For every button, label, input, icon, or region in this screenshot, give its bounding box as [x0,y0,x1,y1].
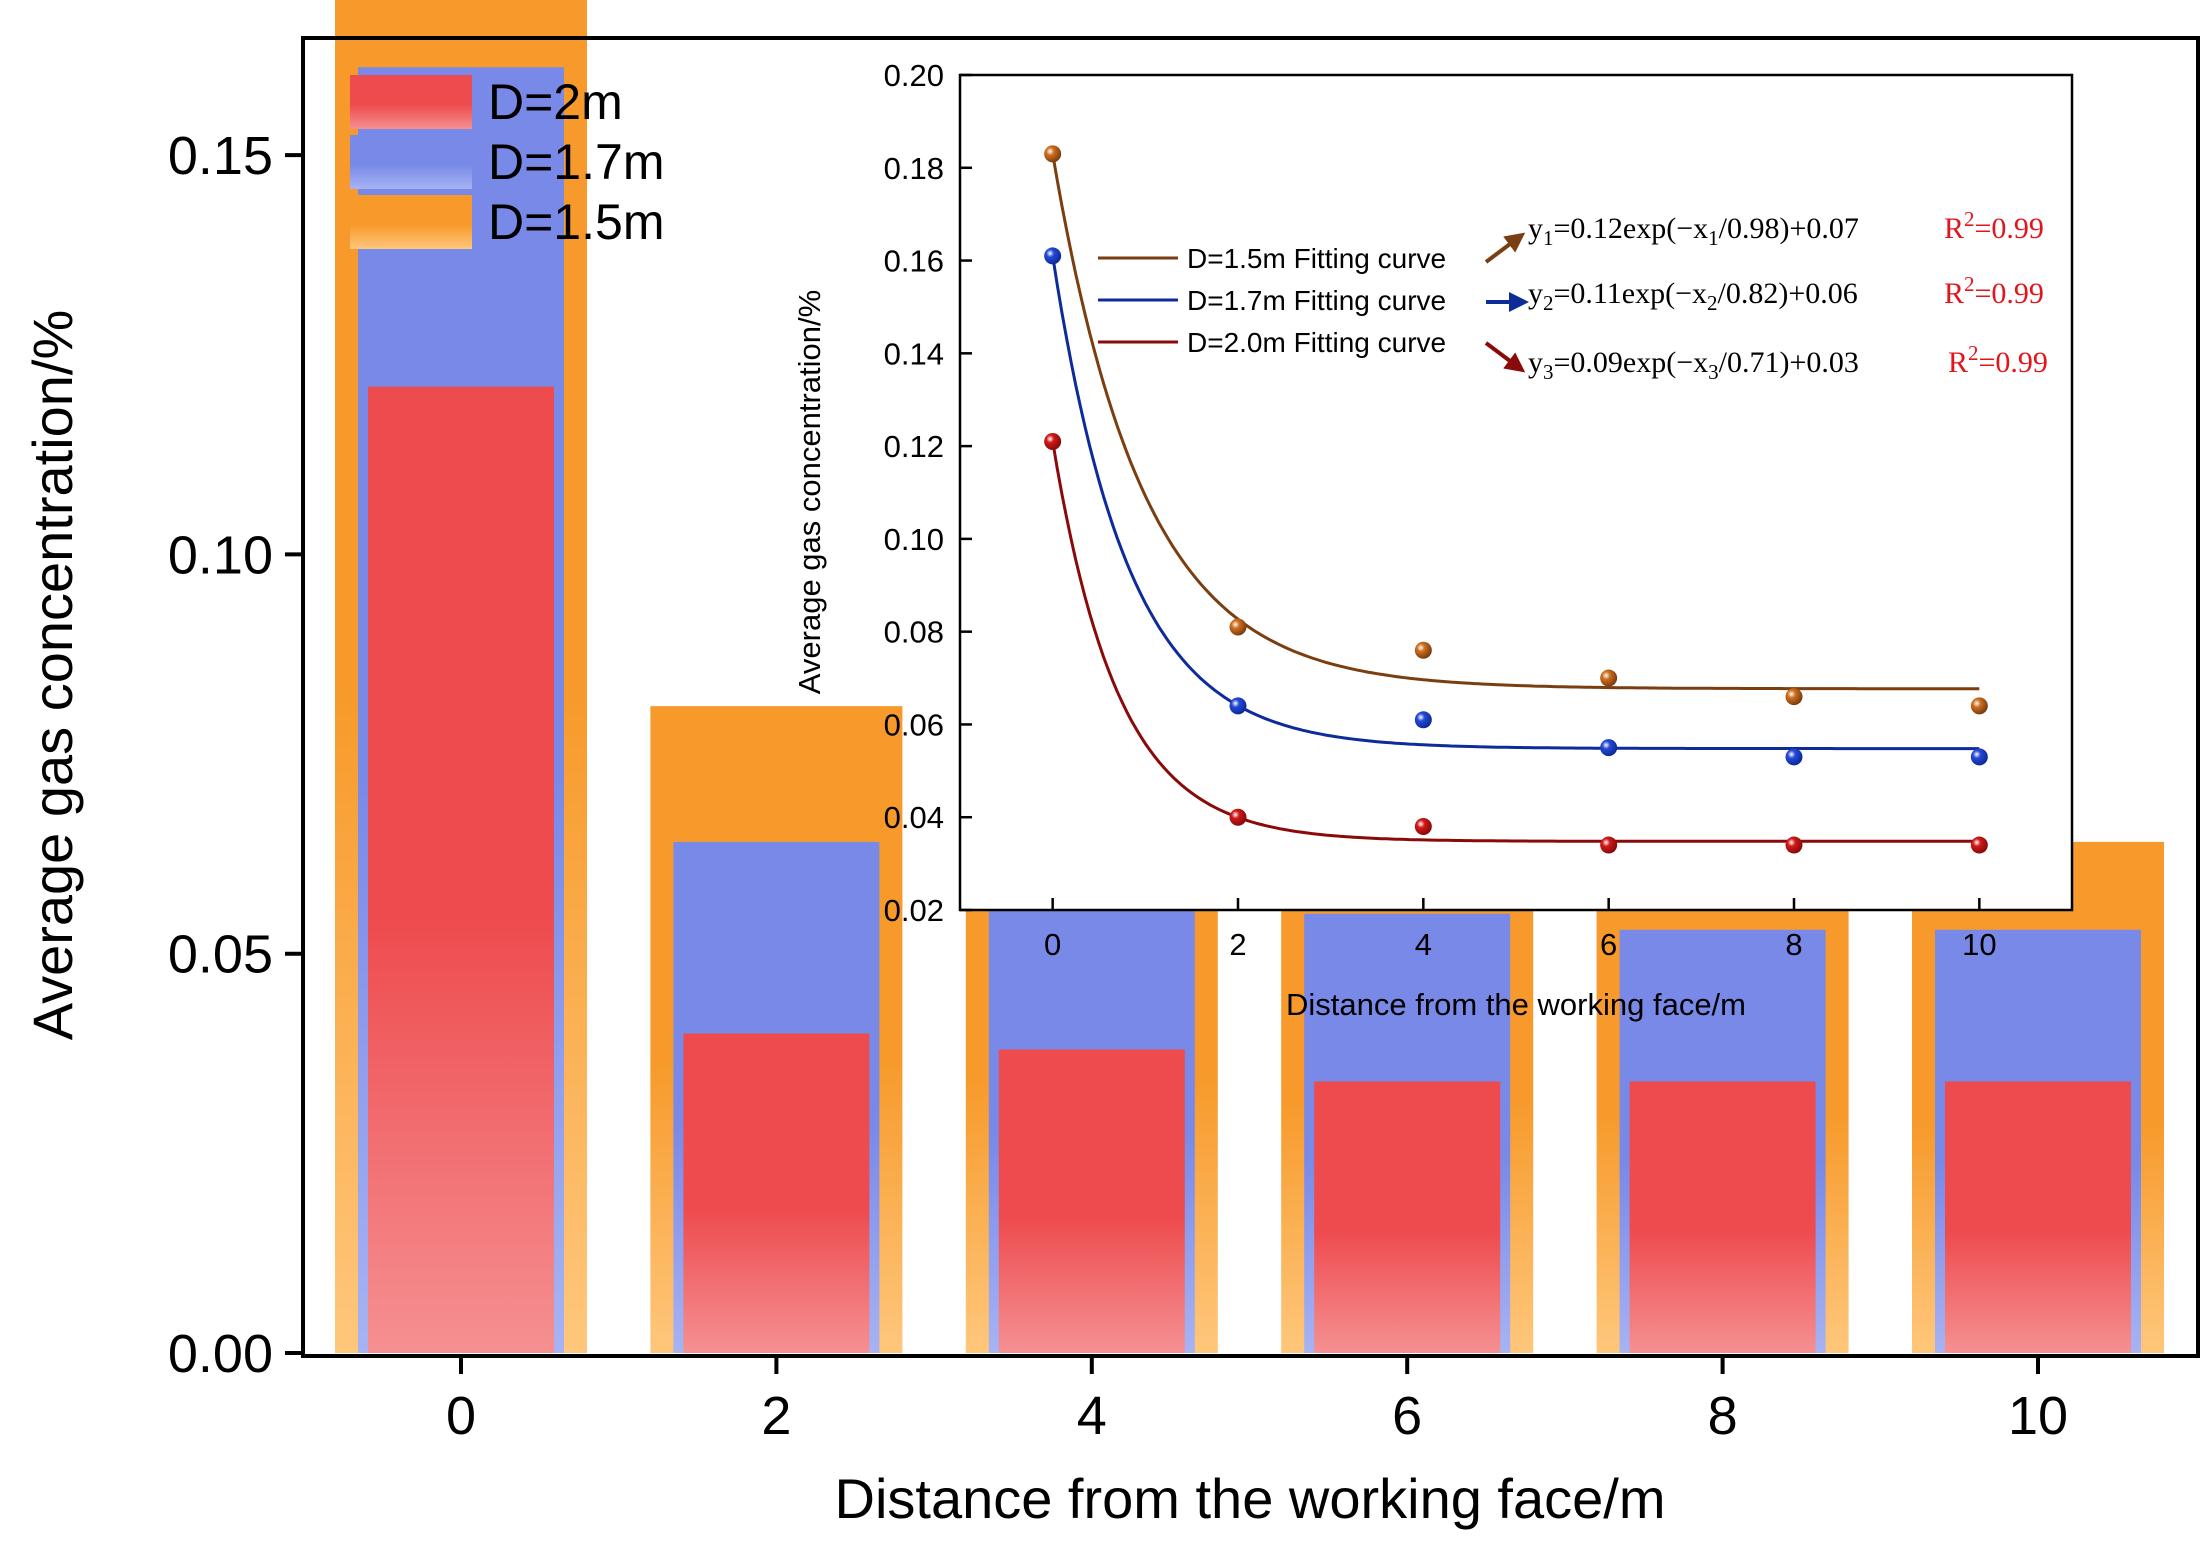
data-point-d-2-0m-x10 [1970,836,1988,854]
main-x-tick-label: 6 [1392,1386,1422,1446]
main-plot-frame [301,36,2200,1358]
inset-y-tick-label: 0.18 [884,151,944,186]
inset-equations: y1=0.12exp(−x1/0.98)+0.07 R2=0.99 y2=0.11e… [1484,207,2048,384]
main-y-tick-label: 0.05 [168,925,273,985]
inset-legend-label: D=1.7m Fitting curve [1187,285,1446,316]
data-point-d-1-5m-x2 [1229,618,1247,636]
bar-d-2m-x10 [1945,1081,2131,1353]
inset-y-axis-label: Average gas concentration/% [792,290,827,694]
inset-legend-label: D=1.5m Fitting curve [1187,243,1446,274]
data-point-d-2-0m-x6 [1600,836,1618,854]
data-point-d-2-0m-x8 [1785,836,1803,854]
main-x-axis-label: Distance from the working face/m [835,1467,1666,1530]
data-point-d-2-0m-x4 [1414,818,1432,835]
inset-y-tick-label: 0.08 [884,615,944,650]
main-x-tick-label: 2 [761,1386,791,1446]
inset-legend-label: D=2.0m Fitting curve [1187,327,1446,358]
r-squared: R2=0.99 [1944,272,2044,310]
legend-swatch-d-1-5m [350,195,472,249]
legend-label: D=2m [488,74,623,130]
data-point-d-1-7m-x8 [1785,748,1803,766]
main-x-tick-label: 10 [2008,1386,2068,1446]
fit-equation: y1=0.12exp(−x1/0.98)+0.07 [1528,212,1859,250]
bar-d-2m-x8 [1629,1081,1816,1353]
inset-x-tick-label: 10 [1962,927,1996,962]
legend-label: D=1.5m [488,194,664,250]
equation-arrow [1484,232,1526,264]
inset-x-tick-label: 6 [1600,927,1617,962]
legend-swatch-d-2m [350,75,472,129]
inset-x-tick-label: 8 [1785,927,1802,962]
inset-plot-frame [958,73,2074,912]
data-point-d-1-7m-x4 [1414,711,1432,729]
r-squared: R2=0.99 [1948,341,2048,379]
inset-scatter-chart: 0.02 0.04 0.06 0.08 0.10 0.12 0.14 0.16 0.18 0.20… [792,58,2074,1022]
inset-x-tick-label: 4 [1415,927,1432,962]
bar-d-2m-x6 [1314,1081,1501,1353]
main-y-tick-label: 0.10 [168,525,273,585]
data-point-d-2-0m-x0 [1044,432,1062,450]
legend-label: D=1.7m [488,134,664,190]
inset-x-axis: 0 2 4 6 8 10 [1044,898,1997,962]
inset-y-tick-label: 0.10 [884,522,944,557]
legend-swatch-d-1-7m [350,135,472,189]
data-point-d-1-5m-x4 [1414,641,1432,659]
data-point-d-1-5m-x8 [1785,688,1803,706]
inset-x-tick-label: 2 [1229,927,1246,962]
main-legend: D=2mD=1.7mD=1.5m [350,74,664,250]
data-point-d-1-7m-x6 [1600,739,1618,757]
bar-d-2m-x2 [683,1033,870,1353]
main-y-tick-label: 0.15 [168,126,273,186]
r-squared: R2=0.99 [1944,207,2044,245]
data-point-d-1-7m-x0 [1044,247,1062,265]
inset-y-tick-label: 0.04 [884,800,944,835]
inset-y-tick-label: 0.16 [884,244,944,279]
inset-x-axis-label: Distance from the working face/m [1286,987,1746,1022]
data-point-d-1-7m-x2 [1229,697,1247,715]
fit-curve-d-1-5m [1051,153,1980,691]
main-y-axis-label: Average gas concentration/% [21,310,84,1041]
fit-equation: y2=0.11exp(−x2/0.82)+0.06 [1528,277,1858,315]
main-x-tick-label: 4 [1077,1386,1107,1446]
bar-d-2m-x4 [998,1049,1185,1353]
data-point-d-1-5m-x6 [1600,669,1618,687]
fit-curve-d-1-7m [1051,255,1980,751]
inset-y-axis: 0.02 0.04 0.06 0.08 0.10 0.12 0.14 0.16 0.18 0.20 [884,58,972,928]
inset-x-tick-label: 0 [1044,927,1061,962]
main-y-tick-label: 0.00 [168,1324,273,1384]
main-x-axis: 0 2 4 6 8 10 [446,1356,2068,1446]
main-x-tick-label: 8 [1708,1386,1738,1446]
inset-y-tick-label: 0.14 [884,336,944,371]
inset-y-tick-label: 0.06 [884,707,944,742]
inset-data-points [1044,145,1988,854]
inset-y-tick-label: 0.02 [884,893,944,928]
data-point-d-1-5m-x0 [1044,145,1062,163]
fit-curve-d-2-0m [1051,441,1980,843]
main-y-axis: 0.000.050.100.150.200.250.30 [168,126,303,1384]
main-x-tick-label: 0 [446,1386,476,1446]
equation-arrow [1484,341,1526,373]
inset-y-tick-label: 0.12 [884,429,944,464]
data-point-d-1-7m-x10 [1970,748,1988,766]
fit-equation: y3=0.09exp(−x3/0.71)+0.03 [1528,346,1859,384]
data-point-d-2-0m-x2 [1229,808,1247,826]
inset-y-tick-label: 0.20 [884,58,944,93]
bar-d-2m-x0 [368,386,554,1354]
data-point-d-1-5m-x10 [1970,697,1988,715]
inset-legend: D=1.5m Fitting curve D=1.7m Fitting curve… [1098,243,1446,358]
inset-fit-curves [1051,153,1980,843]
